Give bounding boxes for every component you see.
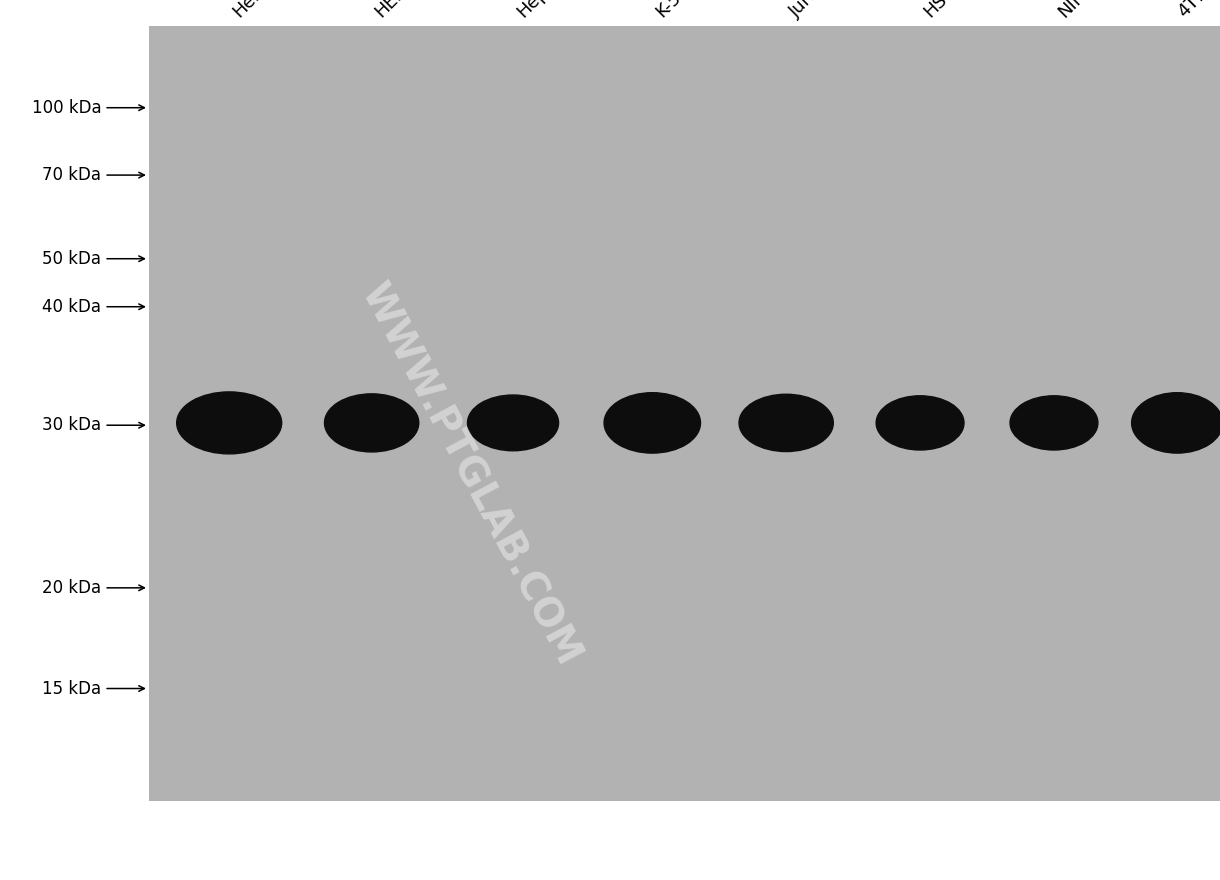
- Ellipse shape: [177, 392, 282, 454]
- Text: 100 kDa: 100 kDa: [32, 99, 101, 117]
- Text: 70 kDa: 70 kDa: [43, 166, 101, 184]
- Text: Jurkat: Jurkat: [786, 0, 836, 20]
- Ellipse shape: [739, 394, 833, 451]
- Ellipse shape: [1010, 396, 1098, 450]
- Text: HEK-293: HEK-293: [372, 0, 438, 20]
- Text: 30 kDa: 30 kDa: [41, 416, 101, 434]
- Text: HepG2: HepG2: [514, 0, 570, 20]
- Text: 40 kDa: 40 kDa: [43, 297, 101, 316]
- Text: HSC-T6: HSC-T6: [920, 0, 978, 20]
- Text: NIH/3T3: NIH/3T3: [1054, 0, 1118, 20]
- Text: 50 kDa: 50 kDa: [43, 250, 101, 268]
- Ellipse shape: [876, 396, 964, 450]
- Ellipse shape: [604, 392, 700, 453]
- Text: 15 kDa: 15 kDa: [41, 679, 101, 698]
- Ellipse shape: [325, 394, 418, 452]
- Ellipse shape: [1132, 392, 1220, 453]
- Text: K-562: K-562: [653, 0, 702, 20]
- Text: 20 kDa: 20 kDa: [41, 579, 101, 597]
- Text: WWW.PTGLAB.COM: WWW.PTGLAB.COM: [353, 278, 587, 673]
- Ellipse shape: [467, 395, 559, 451]
- Text: HeLa: HeLa: [229, 0, 274, 20]
- Text: 4T1: 4T1: [1174, 0, 1210, 20]
